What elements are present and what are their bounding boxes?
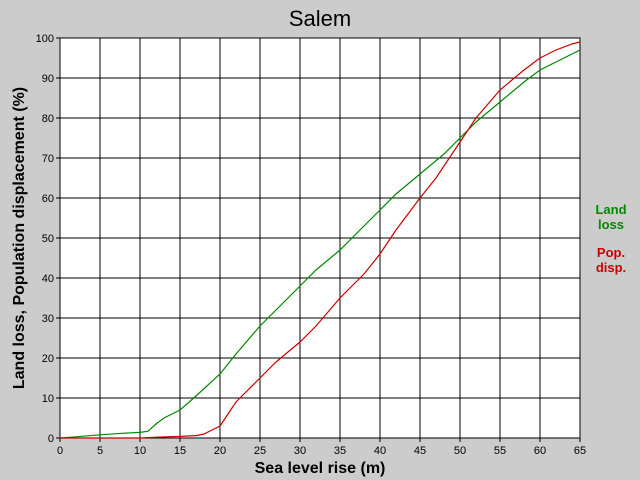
x-tick-label: 65 xyxy=(574,445,586,457)
legend-entry-label: Pop. xyxy=(597,245,625,260)
y-tick-label: 40 xyxy=(42,273,54,285)
series-lines xyxy=(59,41,581,439)
y-tick-label: 30 xyxy=(42,313,54,325)
series-line-land-loss xyxy=(59,49,581,439)
x-tick-label: 45 xyxy=(414,445,426,457)
x-tick-labels: 0 5 10 15 20 25 30 35 40 45 50 55 60 65 xyxy=(57,445,586,457)
y-tick-labels: 0 10 20 30 40 50 60 70 80 90 100 xyxy=(36,33,54,445)
y-tick-label: 80 xyxy=(42,113,54,125)
y-tick-label: 70 xyxy=(42,153,54,165)
chart-title: Salem xyxy=(289,6,351,31)
x-tick-label: 25 xyxy=(254,445,266,457)
legend-entry-label: Land xyxy=(595,202,626,217)
x-tick-label: 30 xyxy=(294,445,306,457)
legend-entry-label: disp. xyxy=(596,260,626,275)
y-tick-label: 90 xyxy=(42,73,54,85)
y-tick-label: 10 xyxy=(42,393,54,405)
x-tick-label: 15 xyxy=(174,445,186,457)
x-tick-label: 0 xyxy=(57,445,63,457)
legend-entry-label: loss xyxy=(598,217,624,232)
series-line-pop-disp xyxy=(60,41,581,439)
x-tick-label: 10 xyxy=(134,445,146,457)
x-tick-label: 60 xyxy=(534,445,546,457)
y-tick-label: 60 xyxy=(42,193,54,205)
y-tick-label: 0 xyxy=(48,433,54,445)
y-tick-label: 100 xyxy=(36,33,54,45)
x-tick-label: 20 xyxy=(214,445,226,457)
x-tick-label: 35 xyxy=(334,445,346,457)
y-tick-label: 20 xyxy=(42,353,54,365)
y-axis-label: Land loss, Population displacement (%) xyxy=(11,87,28,389)
y-tick-label: 50 xyxy=(42,233,54,245)
x-tick-label: 5 xyxy=(97,445,103,457)
x-axis-label: Sea level rise (m) xyxy=(255,460,386,477)
x-tick-label: 40 xyxy=(374,445,386,457)
grid-lines xyxy=(56,37,581,442)
x-tick-label: 55 xyxy=(494,445,506,457)
x-tick-label: 50 xyxy=(454,445,466,457)
